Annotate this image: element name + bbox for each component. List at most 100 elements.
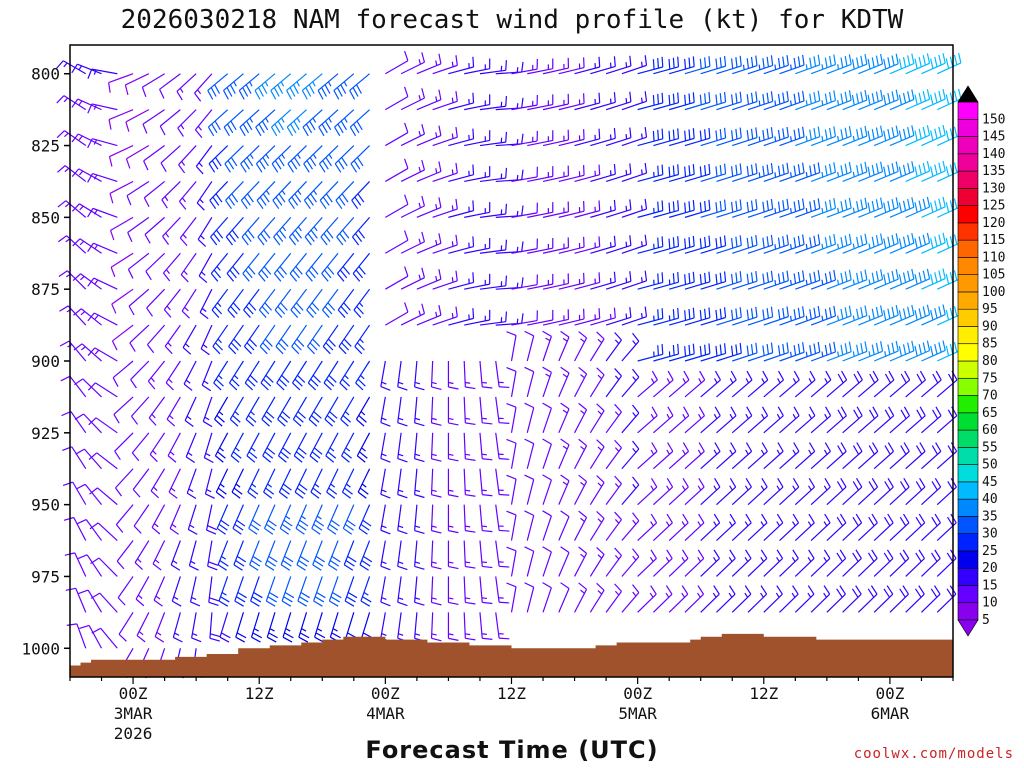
barb-feather [145, 270, 152, 281]
barb-half-feather [253, 628, 259, 632]
wind-barb [842, 370, 863, 398]
barb-feather [344, 600, 355, 607]
barb-feather [884, 373, 892, 384]
barb-feather [362, 596, 372, 603]
wind-barb [590, 128, 616, 147]
barb-feather [397, 458, 408, 463]
barb-feather [632, 476, 640, 486]
barb-feather [315, 632, 326, 639]
wind-barb [448, 128, 475, 147]
barb-half-feather [712, 592, 717, 598]
wind-barb [310, 468, 323, 499]
barb-feather [837, 409, 844, 419]
barb-half-feather [837, 135, 840, 142]
barb-feather [362, 519, 372, 527]
wind-barb [302, 109, 323, 137]
barb-feather [361, 560, 371, 567]
barb-half-feather [808, 378, 813, 384]
wind-barb [684, 56, 711, 75]
barb-feather [255, 126, 262, 137]
barb-feather [813, 92, 817, 103]
wind-barb [542, 201, 570, 218]
wind-barb [653, 442, 674, 470]
barb-half-feather [562, 373, 568, 378]
wind-barb [511, 202, 538, 218]
barb-feather [431, 494, 442, 498]
wind-barb [558, 236, 585, 254]
barb-feather [284, 555, 294, 563]
barb-feather [455, 306, 458, 317]
barb-feather [273, 273, 282, 282]
barb-half-feather [760, 592, 764, 598]
barb-feather [786, 198, 789, 209]
wind-barb [669, 56, 695, 75]
wind-barb [747, 585, 768, 613]
barb-feather [907, 127, 911, 138]
barb-feather [829, 56, 832, 67]
wind-barb [716, 442, 737, 470]
wind-barb [479, 131, 508, 147]
barb-feather [684, 274, 687, 285]
wind-barb [196, 181, 213, 211]
barb-staff [511, 319, 538, 326]
barb-feather [250, 560, 261, 567]
barb-feather [953, 162, 958, 173]
barb-feather [404, 122, 409, 133]
barb-feather [414, 529, 425, 534]
wind-barb [858, 269, 884, 290]
barb-half-feather [185, 379, 191, 384]
wind-barb [292, 360, 308, 391]
credit-link[interactable]: coolwx.com/models [853, 746, 1014, 762]
wind-barb [558, 57, 585, 75]
barb-feather [431, 386, 442, 390]
wind-barb [889, 53, 915, 75]
wind-barb [239, 109, 260, 137]
wind-barb [779, 54, 805, 75]
wind-barb [414, 396, 425, 427]
wind-barb [380, 468, 391, 499]
wind-barb [144, 216, 166, 244]
barb-feather [404, 230, 409, 241]
barb-feather [125, 158, 131, 169]
barb-feather [895, 125, 899, 136]
barb-feather [930, 309, 934, 321]
wind-barb [241, 216, 260, 246]
barb-staff [128, 252, 150, 270]
barb-half-feather [868, 315, 871, 321]
barb-feather [87, 312, 95, 322]
barb-feather [521, 169, 524, 180]
barb-feather [713, 585, 720, 595]
wind-barb [270, 73, 292, 100]
wind-barb [430, 540, 442, 570]
barb-feather [657, 201, 660, 212]
barb-feather [869, 373, 876, 384]
barb-feather [813, 307, 817, 318]
barb-feather [824, 237, 828, 248]
barb-feather [672, 309, 675, 320]
wind-barb [826, 513, 847, 541]
barb-half-feather [682, 413, 686, 419]
barb-half-feather [774, 279, 777, 286]
wind-barb [495, 504, 510, 532]
barb-half-feather [414, 561, 421, 564]
barb-half-feather [580, 553, 585, 558]
barb-feather [356, 157, 364, 167]
barb-feather [880, 197, 884, 208]
barb-feather [880, 269, 884, 280]
barb-feather [347, 591, 358, 599]
colorbar-swatch [957, 308, 979, 327]
barb-feather [266, 447, 276, 455]
barb-feather [739, 342, 742, 354]
colorbar-label: 55 [982, 440, 998, 455]
barb-feather [204, 457, 214, 464]
barb-half-feather [398, 597, 404, 600]
wind-barb [668, 585, 689, 613]
barb-staff [510, 371, 517, 398]
barb-half-feather [821, 315, 824, 321]
barb-feather [672, 345, 675, 356]
barb-feather [613, 92, 616, 103]
barb-half-feather [192, 632, 198, 636]
barb-feather [108, 119, 112, 130]
barb-feather [173, 636, 183, 643]
barb-half-feather [728, 592, 733, 598]
